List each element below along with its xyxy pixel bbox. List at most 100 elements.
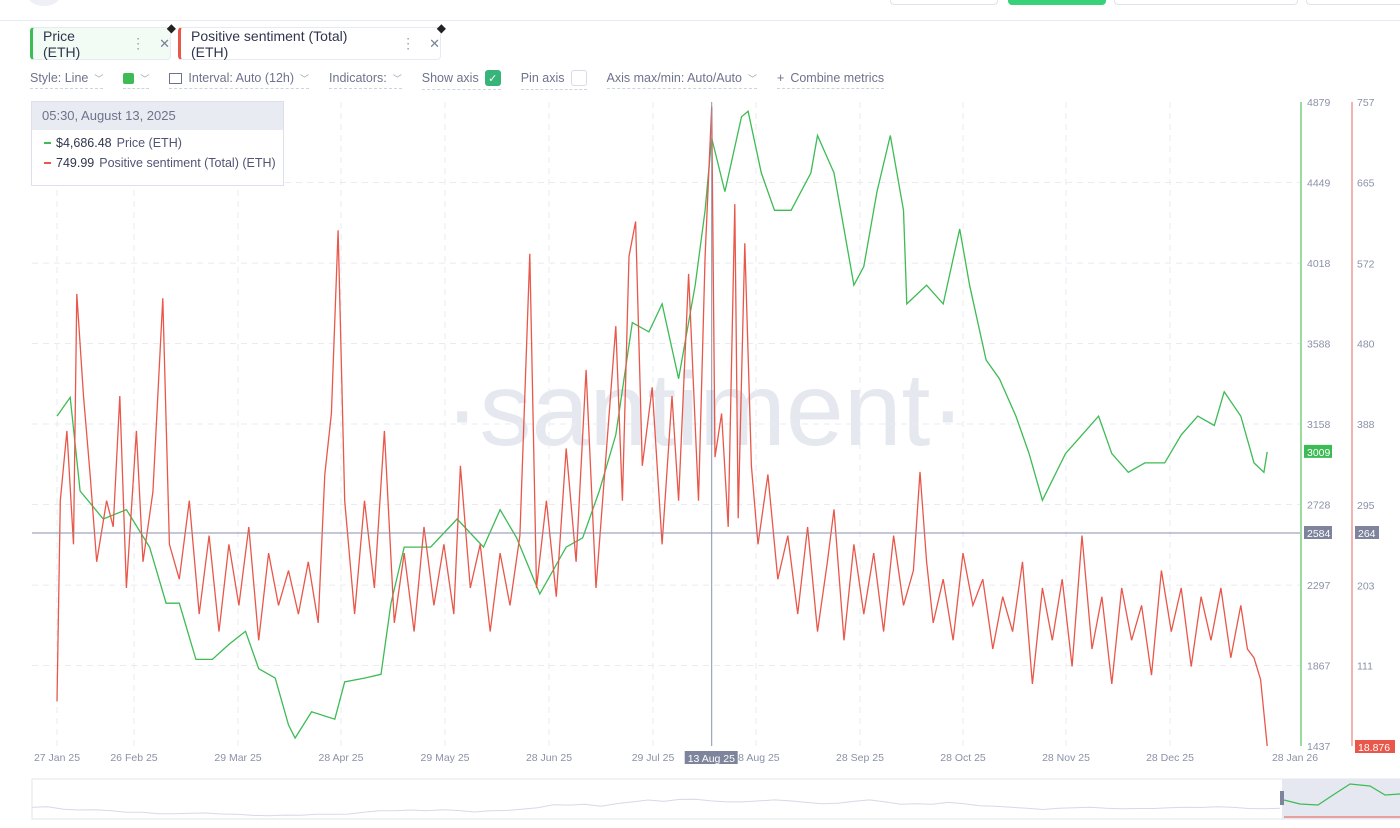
price-tick-label: 2297 [1307, 580, 1331, 592]
price-crosshair-badge: 2584 [1307, 528, 1331, 540]
tooltip-price-value: $4,686.48 [56, 136, 112, 150]
sentiment-tick-label: 295 [1357, 500, 1375, 512]
x-tick-label: 28 Dec 25 [1146, 752, 1194, 764]
price-series-line [56, 110, 1268, 740]
sentiment-series-line [56, 106, 1268, 746]
chart-tooltip: 05:30, August 13, 2025 $4,686.48 Price (E… [31, 101, 284, 186]
more-vertical-icon[interactable]: ⋮ [131, 35, 146, 51]
sentiment-crosshair-badge: 264 [1358, 528, 1376, 540]
combine-label: Combine metrics [790, 71, 885, 85]
crosshair-date-badge: 13 Aug 25 [688, 753, 735, 765]
avatar[interactable] [28, 0, 60, 6]
chevron-down-icon: ﹀ [747, 73, 757, 84]
chevron-down-icon: ﹀ [392, 73, 402, 84]
show-axis-label: Show axis [421, 71, 479, 85]
more-vertical-icon[interactable]: ⋮ [401, 35, 416, 51]
crosshair-date-badge-bg [684, 751, 738, 764]
tooltip-sentiment-value: 749.99 [56, 156, 95, 170]
navigator-price-line [31, 798, 1281, 817]
calendar-icon [169, 72, 183, 84]
toolbar-button[interactable] [890, 0, 998, 5]
toolbar-button[interactable] [1306, 0, 1400, 5]
price-last-value-badge: 3009 [1307, 447, 1331, 459]
legend-marker [44, 162, 51, 164]
x-tick-label: 29 Mar 25 [214, 752, 261, 764]
x-tick-label: 28 Aug 25 [732, 752, 779, 764]
sentiment-tick-label: 572 [1357, 258, 1375, 270]
axis-maxmin-label: Axis max/min: Auto/Auto [606, 71, 742, 85]
sentiment-tick-label: 203 [1357, 580, 1375, 592]
chevron-down-icon: ﹀ [140, 73, 150, 84]
price-tick-label: 4449 [1307, 177, 1331, 189]
sentiment-tick-label: 111 [1357, 661, 1373, 673]
x-tick-label: 28 Oct 25 [940, 752, 986, 764]
metric-label: Positive sentiment (Total) (ETH) [191, 27, 348, 60]
show-axis-toggle[interactable]: Show axis ✓ [421, 70, 501, 90]
close-icon[interactable]: ✕ [429, 35, 440, 51]
interval-label: Interval: Auto (12h) [188, 71, 295, 85]
x-tick-label: 28 Apr 25 [319, 752, 364, 764]
metric-chip-price[interactable]: Price (ETH) ⋮ ✕ ◆ [30, 21, 176, 60]
ethereum-icon: ◆ [436, 21, 446, 35]
indicators-dropdown[interactable]: Indicators: ﹀ [329, 71, 402, 89]
navigator-handle[interactable] [1280, 791, 1284, 805]
chart-options: Style: Line ﹀ ﹀ Interval: Auto (12h) ﹀ Ind… [30, 70, 904, 90]
chevron-down-icon: ﹀ [300, 73, 310, 84]
indicators-label: Indicators: [329, 71, 387, 85]
tooltip-price-label: Price (ETH) [116, 136, 182, 150]
checkbox-unchecked[interactable] [570, 70, 587, 86]
x-tick-label: 28 Jan 26 [1272, 752, 1318, 764]
tooltip-price-row: $4,686.48 Price (ETH) [32, 136, 283, 150]
navigator-selection-price-line [1283, 783, 1400, 806]
x-tick-label: 29 Jul 25 [632, 752, 675, 764]
tooltip-sentiment-label: Positive sentiment (Total) (ETH) [99, 156, 276, 170]
axis-maxmin-dropdown[interactable]: Axis max/min: Auto/Auto ﹀ [606, 71, 757, 89]
price-tick-label: 1437 [1307, 741, 1331, 753]
navigator-selection [1282, 779, 1400, 819]
combine-metrics-button[interactable]: + Combine metrics [777, 71, 885, 89]
metric-chip-sentiment[interactable]: Positive sentiment (Total) (ETH) ⋮ ✕ ◆ [178, 21, 446, 60]
plus-icon: + [777, 71, 785, 85]
price-tick-label: 4018 [1307, 258, 1331, 270]
sentiment-last-value-badge: 18.876 [1358, 742, 1390, 754]
style-label: Style: Line [30, 71, 89, 85]
tooltip-sentiment-row: 749.99 Positive sentiment (Total) (ETH) [32, 156, 283, 170]
top-bar [0, 0, 1400, 21]
price-tick-label: 1867 [1307, 661, 1331, 673]
color-swatch [123, 72, 135, 84]
toolbar-button[interactable] [1114, 0, 1298, 5]
color-dropdown[interactable]: ﹀ [123, 72, 150, 89]
sentiment-crosshair-badge-bg [1355, 526, 1379, 539]
sentiment-tick-label: 665 [1357, 177, 1375, 189]
legend-marker [44, 142, 51, 144]
x-tick-label: 27 Jan 25 [34, 752, 80, 764]
price-tick-label: 3588 [1307, 339, 1331, 351]
checkbox-checked-icon[interactable]: ✓ [484, 70, 501, 86]
interval-dropdown[interactable]: Interval: Auto (12h) ﹀ [169, 71, 310, 89]
price-last-value-badge-bg [1304, 444, 1332, 458]
price-tick-label: 3158 [1307, 419, 1331, 431]
price-tick-label: 2728 [1307, 499, 1331, 511]
navigator [31, 778, 1400, 820]
price-crosshair-badge-bg [1304, 526, 1332, 539]
sentiment-tick-label: 757 [1357, 97, 1375, 109]
pin-axis-label: Pin axis [520, 71, 565, 85]
x-tick-label: 28 Nov 25 [1042, 752, 1090, 764]
toolbar-primary-button[interactable] [1008, 0, 1106, 5]
close-icon[interactable]: ✕ [159, 35, 170, 51]
sentiment-tick-label: 480 [1357, 339, 1375, 351]
sentiment-tick-label: 388 [1357, 419, 1375, 431]
x-tick-label: 26 Feb 25 [110, 752, 157, 764]
x-tick-label: 29 May 25 [420, 752, 469, 764]
ethereum-icon: ◆ [166, 21, 176, 35]
pin-axis-toggle[interactable]: Pin axis [520, 70, 587, 90]
metric-label: Price (ETH) [43, 27, 81, 60]
style-dropdown[interactable]: Style: Line ﹀ [30, 71, 104, 89]
x-tick-label: 28 Jun 25 [526, 752, 572, 764]
price-tick-label: 4879 [1307, 97, 1331, 109]
tooltip-date: 05:30, August 13, 2025 [32, 102, 283, 130]
sentiment-last-value-badge-bg [1355, 740, 1395, 753]
chevron-down-icon: ﹀ [94, 73, 104, 84]
x-tick-label: 28 Sep 25 [836, 752, 884, 764]
